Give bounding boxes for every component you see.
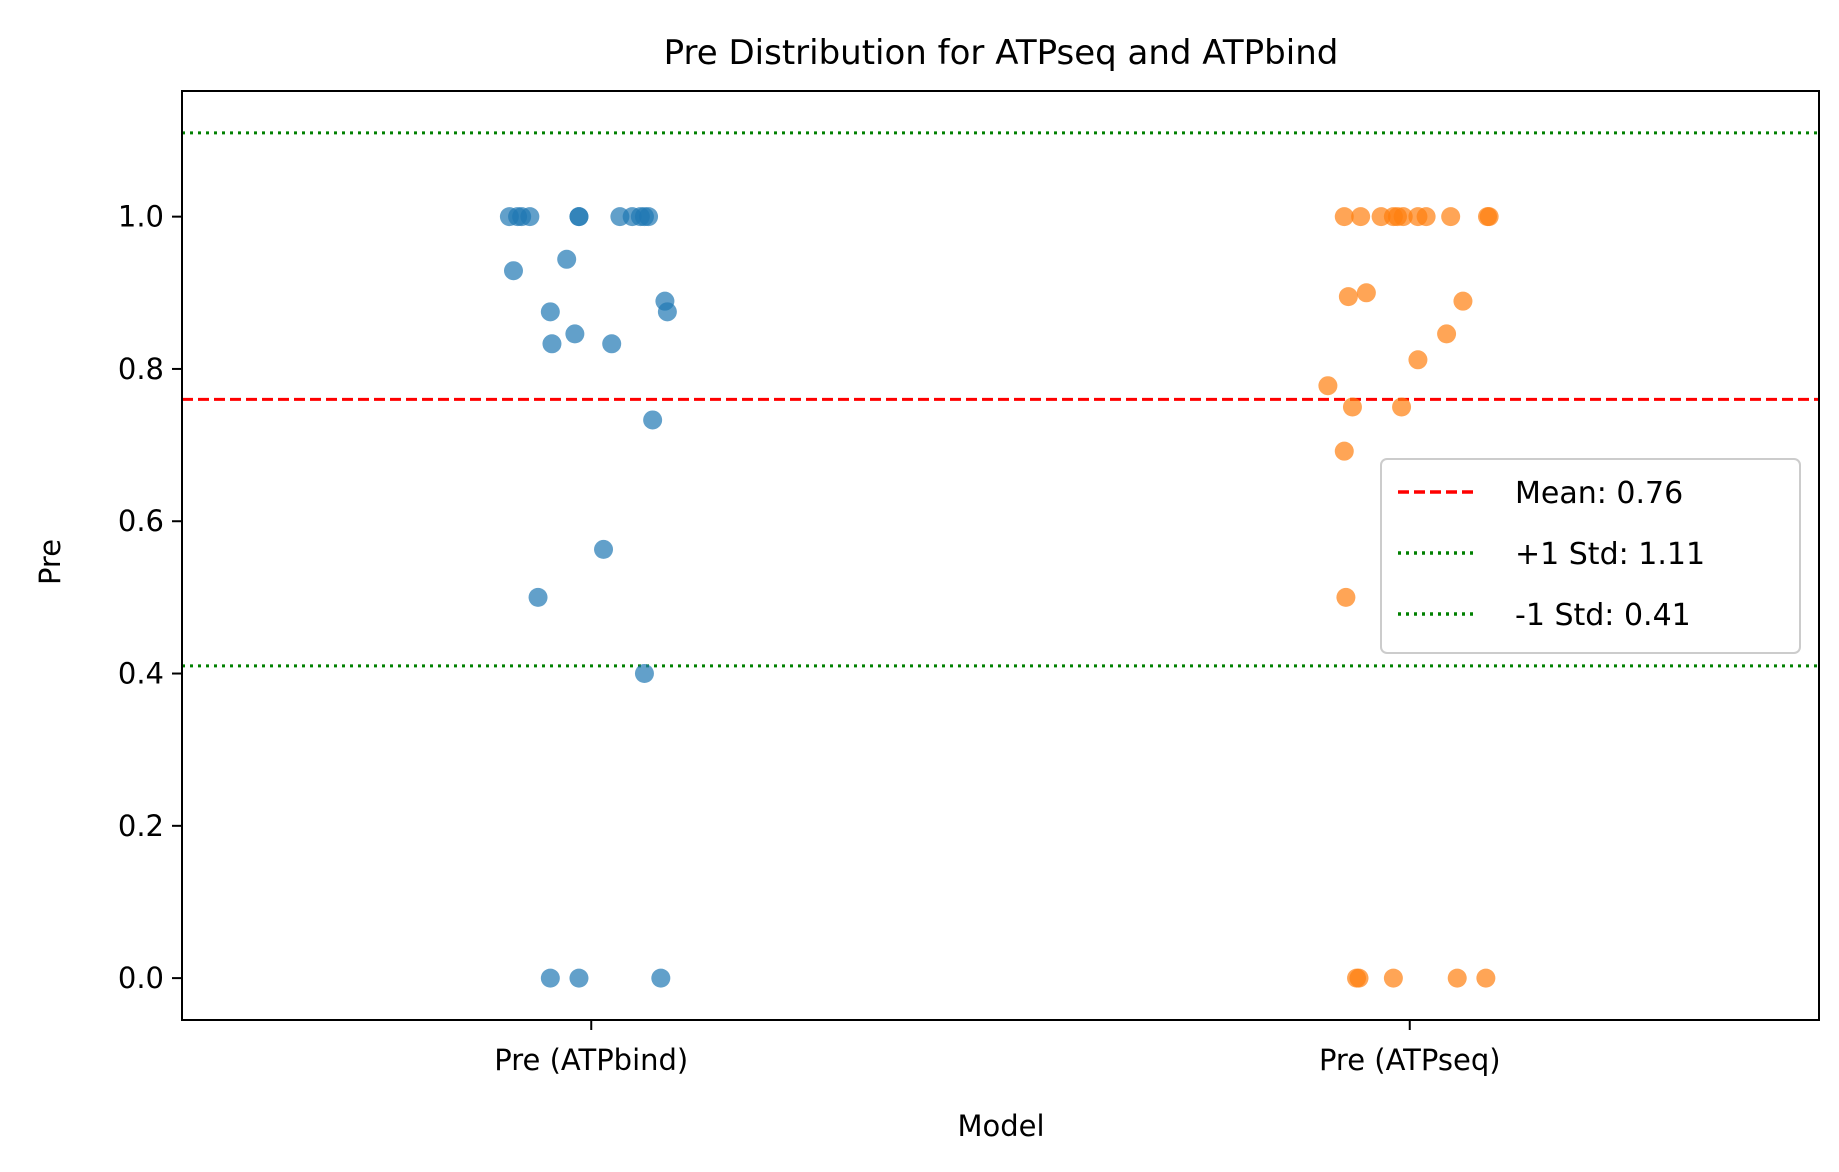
- data-point-pre-atpseq-7: [1416, 207, 1436, 227]
- data-point-pre-atpseq-0: [1334, 207, 1354, 227]
- reference-lines: [182, 131, 1819, 668]
- data-point-pre-atpbind-17: [565, 324, 585, 344]
- data-point-pre-atpseq-14: [1437, 324, 1457, 344]
- x-tick-label-pre-atpbind: Pre (ATPbind): [494, 1043, 688, 1077]
- data-point-pre-atpbind-15: [657, 302, 677, 322]
- data-point-pre-atpbind-23: [540, 968, 560, 988]
- x-axis-label: Model: [957, 1109, 1044, 1143]
- data-point-pre-atpseq-18: [1392, 397, 1412, 417]
- data-point-pre-atpseq-24: [1447, 968, 1467, 988]
- legend: Mean: 0.76 +1 Std: 1.11 -1 Std: 0.41: [1380, 458, 1801, 654]
- y-axis-ticks: 0.0 0.2 0.4 0.6 0.8 1.0: [118, 200, 182, 995]
- y-tick-label: 0.8: [118, 352, 164, 386]
- data-point-pre-atpseq-25: [1476, 968, 1496, 988]
- data-point-pre-atpseq-19: [1334, 441, 1354, 461]
- data-point-pre-atpseq-15: [1408, 350, 1428, 370]
- data-point-pre-atpbind-18: [602, 334, 622, 354]
- data-point-pre-atpbind-14: [540, 302, 560, 322]
- data-point-pre-atpseq-13: [1453, 291, 1473, 311]
- y-axis-label: Pre: [33, 539, 67, 585]
- data-point-pre-atpbind-20: [594, 539, 614, 559]
- data-point-pre-atpseq-10: [1479, 207, 1499, 227]
- chart-title: Pre Distribution for ATPseq and ATPbind: [664, 33, 1339, 73]
- y-tick-label: 1.0: [118, 200, 164, 234]
- data-point-pre-atpseq-16: [1318, 376, 1338, 396]
- legend-box: [1380, 458, 1801, 654]
- y-tick-label: 0.0: [118, 961, 164, 995]
- data-point-pre-atpbind-25: [651, 968, 671, 988]
- data-point-pre-atpbind-21: [528, 587, 548, 607]
- data-point-pre-atpbind-12: [557, 249, 577, 269]
- legend-label-mean: Mean: 0.76: [1515, 476, 1683, 511]
- data-point-pre-atpseq-17: [1342, 397, 1362, 417]
- data-point-pre-atpseq-23: [1383, 968, 1403, 988]
- x-axis-ticks: Pre (ATPbind) Pre (ATPseq): [494, 1020, 1501, 1077]
- data-point-pre-atpbind-5: [569, 207, 589, 227]
- data-point-pre-atpbind-16: [542, 334, 562, 354]
- data-point-pre-atpseq-5: [1393, 207, 1413, 227]
- data-point-pre-atpbind-11: [503, 261, 523, 281]
- data-point-pre-atpseq-11: [1338, 287, 1358, 307]
- data-point-pre-atpseq-1: [1351, 207, 1371, 227]
- data-point-pre-atpbind-22: [634, 664, 654, 684]
- data-point-pre-atpseq-22: [1349, 968, 1369, 988]
- data-point-pre-atpbind-19: [643, 410, 663, 430]
- plot-area-frame: [181, 90, 1820, 1021]
- x-tick-label-pre-atpseq: Pre (ATPseq): [1319, 1043, 1501, 1077]
- data-points: [499, 207, 1499, 988]
- data-point-pre-atpbind-3: [520, 207, 540, 227]
- data-point-pre-atpseq-8: [1441, 207, 1461, 227]
- data-point-pre-atpseq-20: [1336, 587, 1356, 607]
- y-tick-label: 0.4: [118, 657, 164, 691]
- legend-label-plus-std: +1 Std: 1.11: [1515, 537, 1705, 572]
- data-point-pre-atpbind-24: [569, 968, 589, 988]
- y-tick-label: 0.2: [118, 809, 164, 843]
- y-tick-label: 0.6: [118, 504, 164, 538]
- data-point-pre-atpbind-10: [639, 207, 659, 227]
- data-point-pre-atpseq-12: [1356, 283, 1376, 303]
- legend-label-minus-std: -1 Std: 0.41: [1515, 598, 1691, 633]
